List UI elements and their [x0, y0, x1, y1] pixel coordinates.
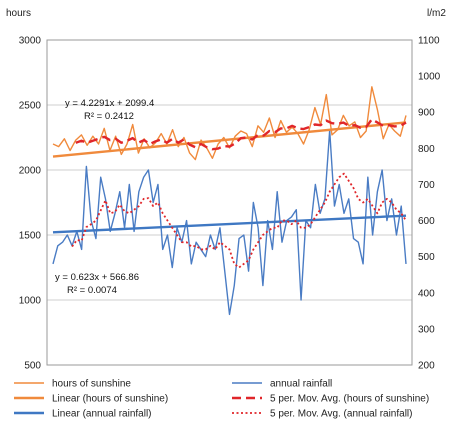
- plot-area-border: [46, 39, 413, 366]
- legend: hours of sunshine annual rainfall Linear (…: [14, 379, 429, 420]
- rainfall-trend-equation: y = 0.623x + 566.86: [55, 272, 139, 283]
- rainfall-linear-trend: [52, 214, 407, 234]
- right-tick-label: 900: [418, 108, 435, 119]
- legend-label: hours of sunshine: [52, 379, 131, 390]
- sunshine-linear-trend: [52, 121, 407, 158]
- hours-of-sunshine-line: [52, 86, 407, 161]
- right-tick-label: 800: [418, 144, 435, 155]
- left-tick-label: 2000: [19, 166, 42, 177]
- sunshine-trend-r2: R² = 0.2412: [84, 111, 134, 122]
- left-tick-label: 3000: [19, 36, 42, 47]
- sunshine-moving-average-line: [75, 118, 407, 151]
- legend-label: Linear (annual rainfall): [52, 409, 152, 420]
- legend-label: Linear (hours of sunshine): [52, 394, 168, 405]
- right-tick-label: 200: [418, 361, 435, 372]
- legend-label: 5 per. Mov. Avg. (annual rainfall): [270, 409, 413, 420]
- right-tick-label: 500: [418, 252, 435, 263]
- legend-label: 5 per. Mov. Avg. (hours of sunshine): [270, 394, 429, 405]
- rainfall-trend-r2: R² = 0.0074: [67, 285, 117, 296]
- rainfall-moving-average-line: [71, 172, 407, 269]
- right-tick-label: 400: [418, 288, 435, 299]
- trend-annotations: y = 4.2291x + 2099.4 R² = 0.2412 y = 0.6…: [55, 98, 154, 296]
- sunshine-trend-equation: y = 4.2291x + 2099.4: [65, 98, 154, 109]
- right-tick-label: 700: [418, 180, 435, 191]
- right-axis-ticks: 1100 1000 900 800 700 600 500 400 300 200: [418, 36, 441, 372]
- gridlines: [47, 39, 412, 366]
- right-tick-label: 1100: [418, 36, 440, 47]
- left-axis-ticks: 3000 2500 2000 1500 1000 500: [19, 36, 42, 372]
- series-layer: [52, 86, 407, 316]
- left-tick-label: 1000: [19, 296, 42, 307]
- left-axis-unit: hours: [6, 8, 31, 19]
- left-tick-label: 2500: [19, 101, 42, 112]
- right-axis-unit: l/m2: [427, 8, 446, 19]
- legend-label: annual rainfall: [270, 379, 332, 390]
- right-tick-label: 600: [418, 216, 435, 227]
- left-tick-label: 1500: [19, 231, 42, 242]
- left-tick-label: 500: [24, 361, 41, 372]
- right-tick-label: 300: [418, 324, 435, 335]
- right-tick-label: 1000: [418, 72, 441, 83]
- annual-rainfall-line: [52, 129, 407, 316]
